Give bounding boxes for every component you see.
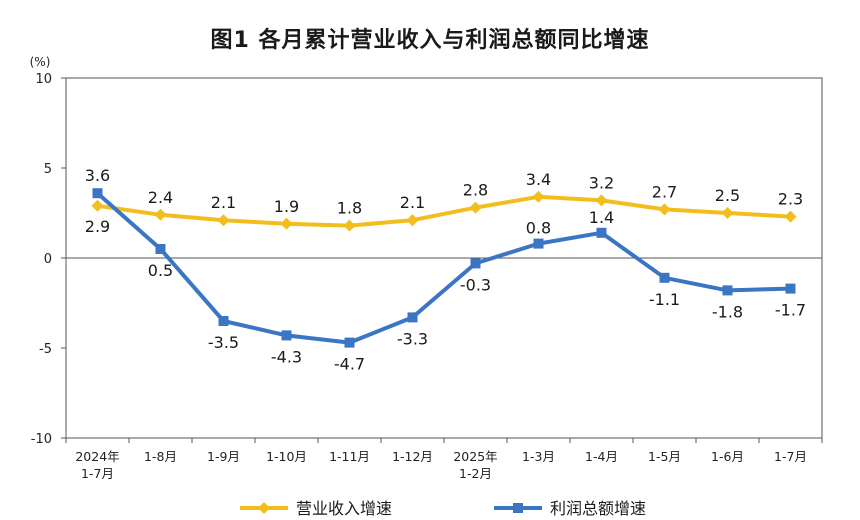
x-tick-label: 1-7月: [774, 449, 807, 464]
data-label: 2.9: [85, 217, 110, 236]
y-axis: 10 5 0 -5 -10: [31, 72, 66, 447]
y-tick-label: -5: [39, 342, 52, 357]
data-labels: 2.9 2.4 2.1 1.9 1.8 2.1 2.8 3.4 3.2 2.7 2.5 2.3 3.6 0…: [85, 166, 806, 373]
data-label: 2.7: [652, 182, 677, 201]
data-label: 0.5: [148, 261, 173, 280]
profit-point: [155, 244, 166, 254]
data-label: 2.1: [211, 193, 236, 212]
legend-item-revenue-label: 营业收入增速: [296, 499, 392, 518]
x-tick-label: 1-4月: [585, 449, 618, 464]
profit-point: [785, 283, 796, 294]
data-label: 1.8: [337, 199, 362, 218]
data-label: 2.3: [778, 190, 803, 209]
data-label: 3.2: [589, 173, 614, 192]
data-label: -1.1: [649, 290, 680, 309]
data-label: 2.4: [148, 188, 173, 207]
data-label: -3.3: [397, 329, 428, 348]
x-tick-label: 1-7月: [81, 466, 114, 481]
chart-title: 图1 各月累计营业收入与利润总额同比增速: [210, 28, 650, 53]
x-tick-label: 1-6月: [711, 449, 744, 464]
data-label: 1.4: [589, 208, 614, 227]
y-tick-label: 5: [44, 162, 52, 177]
x-tick-label: 1-11月: [329, 449, 370, 464]
legend-item-revenue-marker: [258, 502, 270, 514]
profit-point: [407, 312, 418, 323]
profit-point: [659, 272, 670, 283]
revenue-point: [721, 207, 734, 219]
profit-point: [344, 337, 355, 348]
x-tick-label: 2025年: [453, 449, 497, 464]
series-line-profit: [95, 191, 793, 345]
data-label: 3.4: [526, 170, 551, 189]
x-tick-label: 1-12月: [392, 449, 433, 464]
profit-point: [92, 188, 103, 199]
revenue-point: [469, 201, 482, 214]
revenue-point: [154, 208, 167, 221]
data-label: -0.3: [460, 275, 491, 294]
profit-point: [281, 330, 292, 341]
revenue-point: [595, 194, 608, 207]
x-tick-label: 1-5月: [648, 449, 681, 464]
legend: 营业收入增速 利润总额增速: [240, 499, 646, 518]
profit-point: [722, 285, 733, 296]
series-layer: [91, 188, 797, 348]
data-label: -4.3: [271, 347, 302, 366]
data-label: -1.8: [712, 302, 743, 321]
x-tick-label: 1-3月: [522, 449, 555, 464]
data-label: 2.5: [715, 186, 740, 205]
y-tick-label: 0: [44, 252, 52, 267]
x-tick-label: 2024年: [75, 449, 119, 464]
revenue-point: [280, 217, 293, 230]
data-label: 2.8: [463, 181, 488, 200]
revenue-point: [91, 199, 104, 212]
revenue-point: [343, 219, 356, 232]
x-tick-label: 1-2月: [459, 466, 492, 481]
revenue-point: [532, 190, 545, 203]
data-label: 1.9: [274, 197, 299, 216]
data-label: -4.7: [334, 355, 365, 374]
profit-point: [596, 227, 607, 238]
data-label: -3.5: [208, 333, 239, 352]
revenue-point: [406, 214, 419, 227]
data-label: 0.8: [526, 219, 551, 238]
x-tick-label: 1-10月: [266, 449, 307, 464]
series-line-revenue: [95, 194, 793, 228]
x-tick-label: 1-8月: [144, 449, 177, 464]
y-tick-label: 10: [35, 72, 52, 87]
x-tick-label: 1-9月: [207, 449, 240, 464]
data-label: 2.1: [400, 193, 425, 212]
revenue-point: [217, 214, 230, 227]
legend-item-profit-label: 利润总额增速: [550, 499, 646, 518]
profit-point: [218, 316, 229, 326]
profit-point: [533, 238, 544, 249]
x-axis: 2024年 1-7月 1-8月 1-9月 1-10月 1-11月 1-12月 2025年 1-2…: [65, 438, 823, 481]
y-axis-unit: (%): [30, 55, 51, 69]
profit-point: [470, 258, 481, 269]
revenue-point: [658, 203, 671, 216]
data-label: 3.6: [85, 166, 110, 185]
legend-item-profit-marker: [513, 503, 523, 513]
data-label: -1.7: [775, 301, 806, 320]
y-tick-label: -10: [31, 432, 52, 447]
revenue-point: [784, 210, 797, 223]
